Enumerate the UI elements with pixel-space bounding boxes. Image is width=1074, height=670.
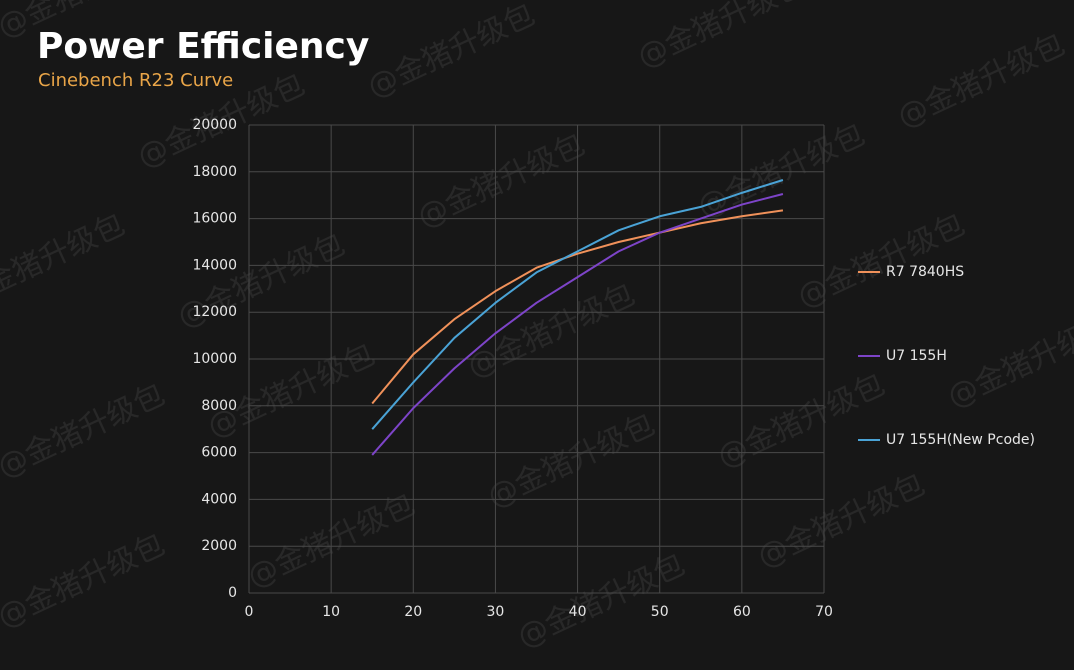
series-line xyxy=(371,209,784,405)
y-tick-label: 6000 xyxy=(201,445,237,461)
y-tick-label: 16000 xyxy=(192,211,237,227)
legend-label: U7 155H xyxy=(886,348,947,364)
y-tick-label: 12000 xyxy=(192,304,237,320)
series-line xyxy=(371,179,784,430)
legend-label: R7 7840HS xyxy=(886,264,964,280)
y-tick-label: 8000 xyxy=(201,398,237,414)
x-tick-label: 50 xyxy=(651,604,669,620)
chart-title: Power Efficiency xyxy=(37,26,369,67)
x-tick-label: 60 xyxy=(733,604,751,620)
legend-label: U7 155H(New Pcode) xyxy=(886,432,1035,448)
x-tick-label: 0 xyxy=(245,604,254,620)
chart-subtitle: Cinebench R23 Curve xyxy=(38,70,233,91)
x-tick-label: 70 xyxy=(815,604,833,620)
x-tick-label: 10 xyxy=(322,604,340,620)
series-line xyxy=(371,193,784,456)
y-tick-label: 2000 xyxy=(201,538,237,554)
y-tick-label: 20000 xyxy=(192,117,237,133)
y-tick-label: 0 xyxy=(228,585,237,601)
x-tick-label: 20 xyxy=(404,604,422,620)
y-tick-label: 4000 xyxy=(201,491,237,507)
y-tick-label: 10000 xyxy=(192,351,237,367)
y-tick-label: 14000 xyxy=(192,257,237,273)
x-tick-label: 30 xyxy=(487,604,505,620)
x-tick-label: 40 xyxy=(569,604,587,620)
y-tick-label: 18000 xyxy=(192,164,237,180)
